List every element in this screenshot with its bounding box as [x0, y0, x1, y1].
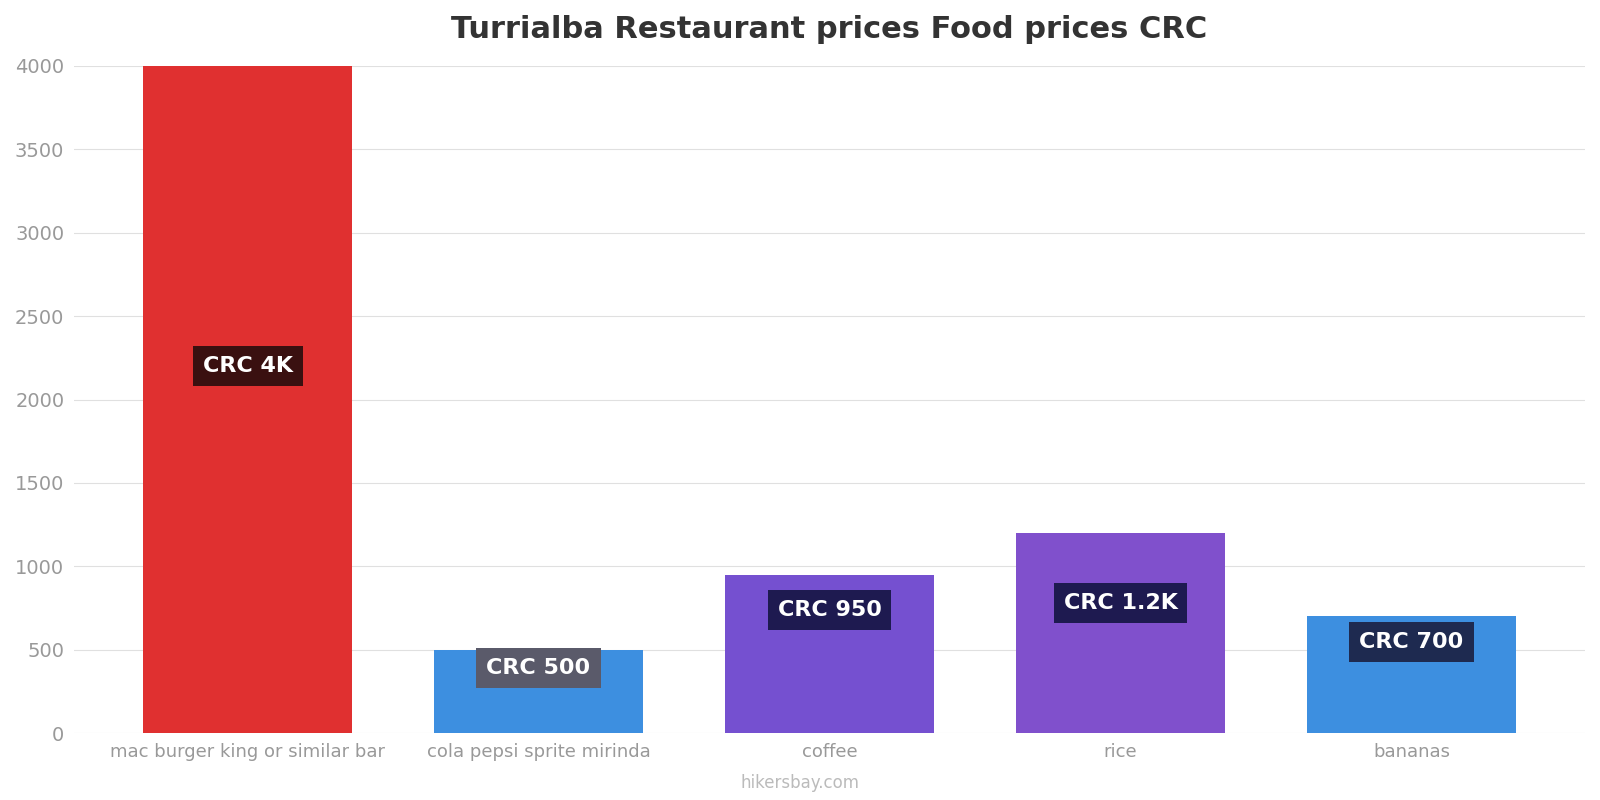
Text: CRC 4K: CRC 4K — [203, 356, 293, 376]
Title: Turrialba Restaurant prices Food prices CRC: Turrialba Restaurant prices Food prices … — [451, 15, 1208, 44]
Text: hikersbay.com: hikersbay.com — [741, 774, 859, 792]
Bar — [1307, 617, 1517, 734]
Bar — [725, 574, 934, 734]
Bar — [434, 650, 643, 734]
Text: CRC 1.2K: CRC 1.2K — [1064, 593, 1178, 613]
Text: CRC 950: CRC 950 — [778, 600, 882, 620]
Bar — [1016, 533, 1226, 734]
Text: CRC 700: CRC 700 — [1360, 632, 1464, 652]
Bar — [142, 66, 352, 734]
Text: CRC 500: CRC 500 — [486, 658, 590, 678]
